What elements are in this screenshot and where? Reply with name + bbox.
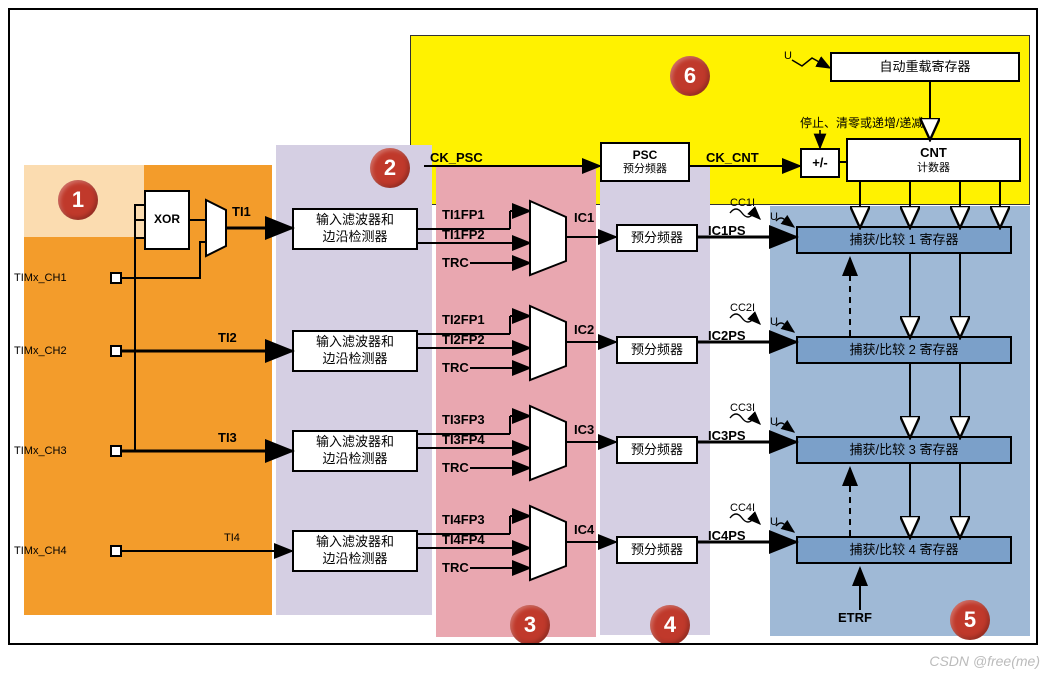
ti4-label: TI4	[224, 532, 240, 544]
badge-2: 2	[370, 148, 410, 188]
ccr-4: 捕获/比较 4 寄存器	[796, 536, 1012, 564]
ch4-pin	[110, 545, 122, 557]
filter-4: 输入滤波器和 边沿检测器	[292, 530, 418, 572]
presc-4: 预分频器	[616, 536, 698, 564]
badge-4: 4	[650, 605, 690, 645]
ch3-pin	[110, 445, 122, 457]
arr-box: 自动重载寄存器	[830, 52, 1020, 82]
ccr-3: 捕获/比较 3 寄存器	[796, 436, 1012, 464]
presc-2: 预分频器	[616, 336, 698, 364]
u-label-arr: U	[784, 50, 792, 62]
cci-label: CC2I	[730, 302, 755, 314]
ic3-label: IC3	[574, 422, 594, 437]
ti2-label: TI2	[218, 330, 237, 345]
ch3-label: TIMx_CH3	[14, 445, 67, 457]
mux-in-label: TRC	[442, 560, 469, 575]
u-label: U	[770, 516, 778, 528]
ti3-label: TI3	[218, 430, 237, 445]
mux-in-label: TI4FP4	[442, 532, 485, 547]
mux-in-label: TI3FP3	[442, 412, 485, 427]
mux-in-label: TI2FP2	[442, 332, 485, 347]
badge-3: 3	[510, 605, 550, 645]
cnt-box: CNT 计数器	[846, 138, 1021, 182]
filter-2: 输入滤波器和 边沿检测器	[292, 330, 418, 372]
stop-label: 停止、清零或递增/递减	[800, 114, 923, 131]
watermark: CSDN @free(me)	[929, 653, 1040, 669]
ck-psc-label: CK_PSC	[430, 150, 483, 165]
filter-3: 输入滤波器和 边沿检测器	[292, 430, 418, 472]
ch1-pin	[110, 272, 122, 284]
ic1-label: IC1	[574, 210, 594, 225]
ch1-label: TIMx_CH1	[14, 272, 67, 284]
mux-in-label: TI3FP4	[442, 432, 485, 447]
badge-1: 1	[58, 180, 98, 220]
mux-in-label: TRC	[442, 460, 469, 475]
xor-box: XOR	[144, 190, 190, 250]
cci-label: CC3I	[730, 402, 755, 414]
mux-in-label: TRC	[442, 360, 469, 375]
ck-cnt-label: CK_CNT	[706, 150, 759, 165]
mux-in-label: TI1FP2	[442, 227, 485, 242]
ccr-2: 捕获/比较 2 寄存器	[796, 336, 1012, 364]
diagram-frame: 自动重载寄存器 U 停止、清零或递增/递减 CK_PSC PSC预分频器 CK_…	[8, 8, 1038, 645]
mux-in-label: TI4FP3	[442, 512, 485, 527]
cnt-sub: 计数器	[917, 162, 950, 174]
psc-box: PSC预分频器	[600, 142, 690, 182]
icps-label: IC2PS	[708, 328, 746, 343]
pm-box: +/-	[800, 148, 840, 178]
icps-label: IC1PS	[708, 223, 746, 238]
filter-1: 输入滤波器和 边沿检测器	[292, 208, 418, 250]
ic4-label: IC4	[574, 522, 594, 537]
psc-sub: 预分频器	[623, 163, 667, 175]
ch2-pin	[110, 345, 122, 357]
u-label: U	[770, 211, 778, 223]
mux-in-label: TI2FP1	[442, 312, 485, 327]
mux-in-label: TI1FP1	[442, 207, 485, 222]
u-label: U	[770, 316, 778, 328]
cnt-title: CNT	[920, 145, 947, 160]
presc-3: 预分频器	[616, 436, 698, 464]
icps-label: IC4PS	[708, 528, 746, 543]
presc-1: 预分频器	[616, 224, 698, 252]
ccr-1: 捕获/比较 1 寄存器	[796, 226, 1012, 254]
ti1-label: TI1	[232, 204, 251, 219]
mux-in-label: TRC	[442, 255, 469, 270]
ic2-label: IC2	[574, 322, 594, 337]
psc-title: PSC	[633, 148, 658, 162]
etrf-label: ETRF	[838, 610, 872, 625]
u-label: U	[770, 416, 778, 428]
ch4-label: TIMx_CH4	[14, 545, 67, 557]
icps-label: IC3PS	[708, 428, 746, 443]
ch2-label: TIMx_CH2	[14, 345, 67, 357]
cci-label: CC4I	[730, 502, 755, 514]
zone-5	[770, 206, 1030, 636]
cci-label: CC1I	[730, 197, 755, 209]
badge-5: 5	[950, 600, 990, 640]
badge-6: 6	[670, 56, 710, 96]
